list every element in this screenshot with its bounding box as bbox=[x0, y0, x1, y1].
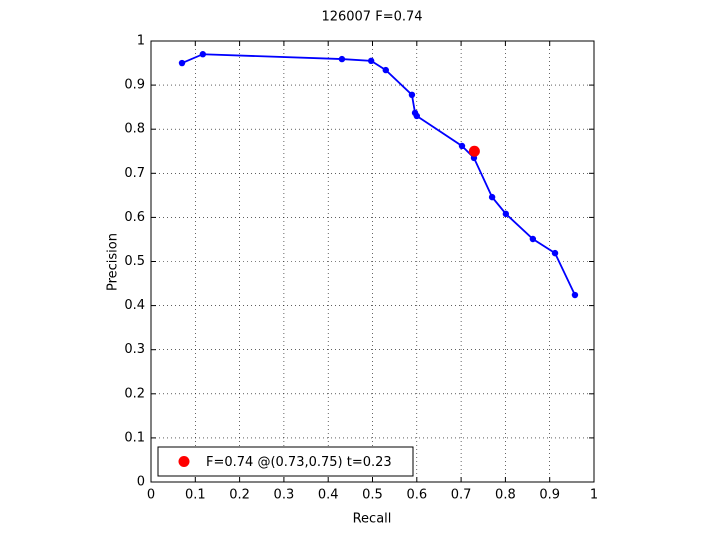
x-tick-label: 0.4 bbox=[318, 488, 339, 503]
y-tick-label: 0 bbox=[137, 475, 145, 490]
point-marker bbox=[178, 59, 186, 67]
y-tick-label: 1 bbox=[137, 34, 145, 49]
point-marker bbox=[488, 193, 496, 201]
x-tick-label: 0 bbox=[147, 488, 155, 503]
y-tick-label: 0.3 bbox=[124, 342, 145, 357]
x-tick-label: 0.6 bbox=[406, 488, 427, 503]
x-tick-label: 0.1 bbox=[185, 488, 206, 503]
y-tick-label: 0.2 bbox=[124, 386, 145, 401]
y-tick-label: 0.1 bbox=[124, 430, 145, 445]
chart-title: 126007 F=0.74 bbox=[321, 10, 422, 25]
y-tick-label: 0.6 bbox=[124, 210, 145, 225]
point-marker bbox=[571, 291, 579, 299]
x-tick-label: 0.9 bbox=[539, 488, 560, 503]
y-tick-label: 0.9 bbox=[124, 78, 145, 93]
point-marker bbox=[413, 112, 420, 120]
point-marker bbox=[458, 142, 466, 150]
y-tick-label: 0.7 bbox=[124, 166, 145, 181]
legend-marker bbox=[178, 456, 190, 467]
point-marker bbox=[338, 55, 346, 63]
x-tick-label: 0.7 bbox=[451, 488, 472, 503]
y-tick-label: 0.4 bbox=[124, 298, 145, 313]
x-tick-label: 0.5 bbox=[362, 488, 383, 503]
point-marker bbox=[382, 66, 389, 74]
y-axis-label: Precision bbox=[106, 233, 121, 291]
point-marker bbox=[408, 91, 416, 99]
x-tick-label: 0.3 bbox=[274, 488, 295, 503]
x-tick-label: 0.2 bbox=[229, 488, 250, 503]
point-marker bbox=[529, 235, 537, 243]
point-marker bbox=[367, 57, 375, 65]
point-marker bbox=[502, 210, 510, 218]
legend-box bbox=[157, 446, 414, 477]
point-marker bbox=[199, 51, 207, 58]
x-tick-label: 1 bbox=[590, 488, 598, 503]
x-tick-label: 0.8 bbox=[495, 488, 516, 503]
plot-frame bbox=[150, 40, 595, 483]
y-tick-label: 0.8 bbox=[124, 122, 145, 137]
best-point bbox=[468, 145, 480, 157]
y-tick-label: 0.5 bbox=[124, 254, 145, 269]
x-axis-label: Recall bbox=[353, 512, 392, 527]
legend-label: F=0.74 @(0.73,0.75) t=0.23 bbox=[206, 455, 392, 470]
point-marker bbox=[551, 249, 559, 257]
